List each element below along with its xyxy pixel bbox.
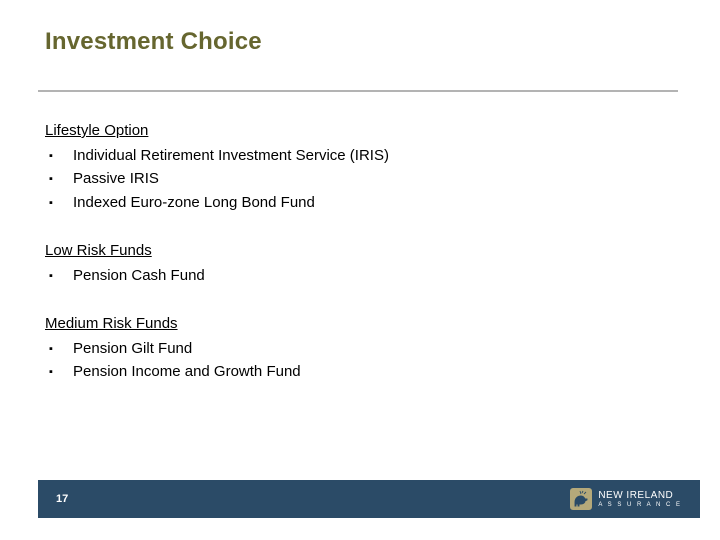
slide: Investment Choice Lifestyle Option Indiv… (0, 0, 720, 540)
brand-text: NEW IRELAND A S S U R A N C E (598, 491, 682, 508)
horizontal-rule (38, 90, 678, 92)
footer-bar: 17 NEW IRELAND A S S U R A N C E (38, 480, 700, 518)
section-lifestyle: Lifestyle Option Individual Retirement I… (45, 120, 665, 214)
list-item: Passive IRIS (45, 168, 665, 191)
list-item: Individual Retirement Investment Service… (45, 145, 665, 168)
section-low-risk: Low Risk Funds Pension Cash Fund (45, 240, 665, 287)
slide-title: Investment Choice (45, 28, 262, 56)
content-area: Lifestyle Option Individual Retirement I… (45, 120, 665, 410)
bullet-list: Pension Cash Fund (45, 265, 665, 288)
deer-icon (570, 488, 592, 510)
list-item: Pension Cash Fund (45, 265, 665, 288)
bullet-list: Pension Gilt Fund Pension Income and Gro… (45, 338, 665, 384)
brand-name: NEW IRELAND (598, 491, 682, 501)
list-item: Pension Gilt Fund (45, 338, 665, 361)
brand-logo: NEW IRELAND A S S U R A N C E (570, 488, 682, 510)
page-number: 17 (56, 493, 68, 505)
brand-tagline: A S S U R A N C E (598, 502, 682, 508)
list-item: Pension Income and Growth Fund (45, 361, 665, 384)
section-heading: Medium Risk Funds (45, 313, 665, 336)
list-item: Indexed Euro-zone Long Bond Fund (45, 192, 665, 215)
section-heading: Low Risk Funds (45, 240, 665, 263)
section-medium-risk: Medium Risk Funds Pension Gilt Fund Pens… (45, 313, 665, 384)
bullet-list: Individual Retirement Investment Service… (45, 145, 665, 215)
section-heading: Lifestyle Option (45, 120, 665, 143)
